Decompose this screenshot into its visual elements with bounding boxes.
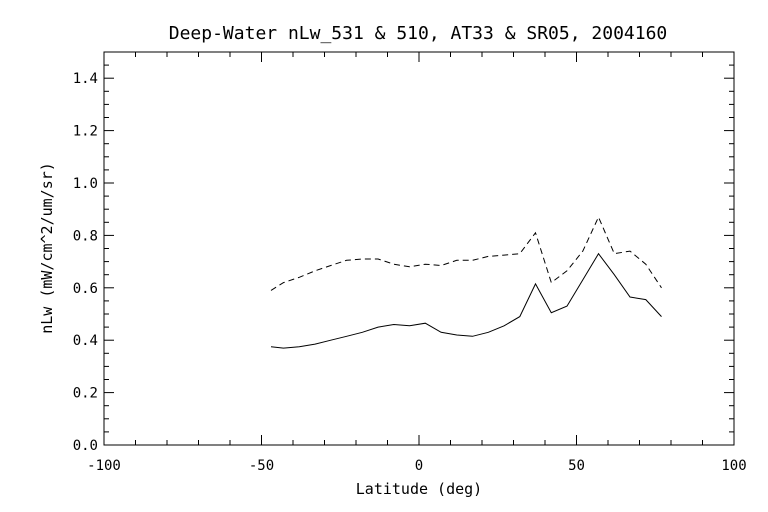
y-tick-label: 0.2 [73, 386, 98, 402]
x-tick-label: 50 [568, 458, 585, 474]
x-tick-label: -100 [87, 458, 121, 474]
y-tick-label: 1.4 [73, 71, 98, 87]
plot-frame [103, 51, 735, 446]
x-tick-label: 100 [721, 458, 746, 474]
x-tick-label: 0 [415, 458, 423, 474]
series-dashed-line [270, 215, 662, 291]
x-tick-label: -50 [249, 458, 274, 474]
axis-ticks: -100 -50 0 50 100 0.0 0.2 0.4 0.6 0.8 1.0 1.2 1.4 [73, 51, 747, 474]
series-solid-line [270, 252, 662, 349]
y-tick-label: 1.0 [73, 176, 98, 192]
chart-title: Deep-Water nLw_531 & 510, AT33 & SR05, 2… [169, 23, 668, 44]
y-tick-label: 0.8 [73, 228, 98, 244]
x-axis-label: Latitude (deg) [356, 480, 482, 498]
y-tick-label: 0.0 [73, 438, 98, 454]
y-tick-label: 0.6 [73, 281, 98, 297]
y-tick-label: 0.4 [73, 333, 98, 349]
data-series [270, 215, 662, 349]
y-tick-label: 1.2 [73, 124, 98, 140]
y-axis-label: nLw (mW/cm^2/um/sr) [38, 162, 56, 334]
